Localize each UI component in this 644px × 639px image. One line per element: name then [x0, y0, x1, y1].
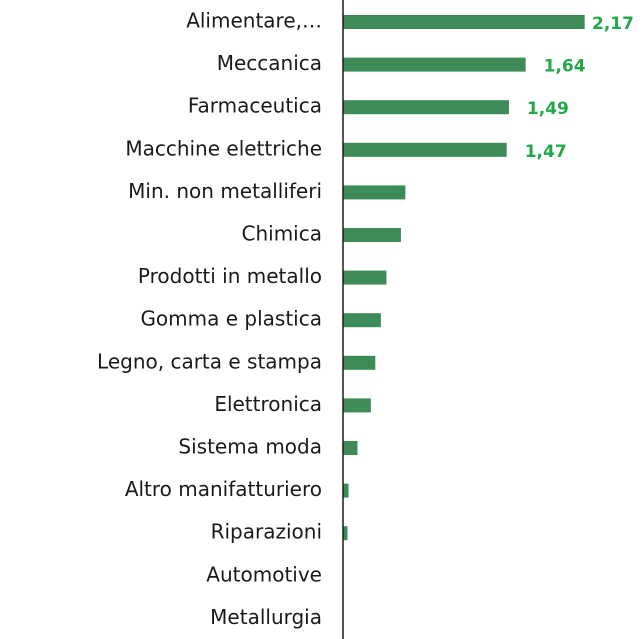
value-label: 1,64	[544, 57, 586, 77]
value-label: 1,49	[527, 99, 569, 119]
bar	[343, 483, 349, 498]
category-label: Automotive	[206, 562, 322, 586]
category-label: Metallurgia	[210, 605, 322, 629]
bar	[343, 228, 401, 242]
bar	[343, 270, 387, 285]
value-label: 2,17	[592, 14, 634, 34]
category-label: Prodotti in metallo	[138, 264, 322, 288]
category-label: Altro manifatturiero	[125, 477, 322, 501]
category-label: Min. non metalliferi	[128, 179, 322, 203]
category-label: Meccanica	[217, 51, 322, 75]
category-label: Sistema moda	[178, 435, 322, 459]
bar	[343, 313, 381, 328]
category-label: Chimica	[242, 222, 323, 246]
bar	[343, 185, 406, 200]
bar	[343, 15, 585, 29]
category-label: Riparazioni	[211, 520, 322, 544]
value-label: 1,47	[525, 142, 567, 162]
bar	[343, 142, 507, 157]
category-label: Legno, carta e stampa	[97, 349, 322, 373]
bar	[343, 100, 509, 115]
category-label: Gomma e plastica	[140, 307, 322, 331]
bar	[343, 57, 526, 72]
category-label: Farmaceutica	[188, 94, 322, 118]
category-label: Alimentare,…	[186, 9, 322, 33]
category-label: Elettronica	[214, 392, 322, 416]
category-label: Macchine elettriche	[125, 136, 322, 160]
bar	[343, 398, 371, 413]
bar	[343, 441, 358, 455]
bar	[343, 526, 348, 541]
bar	[343, 355, 376, 370]
